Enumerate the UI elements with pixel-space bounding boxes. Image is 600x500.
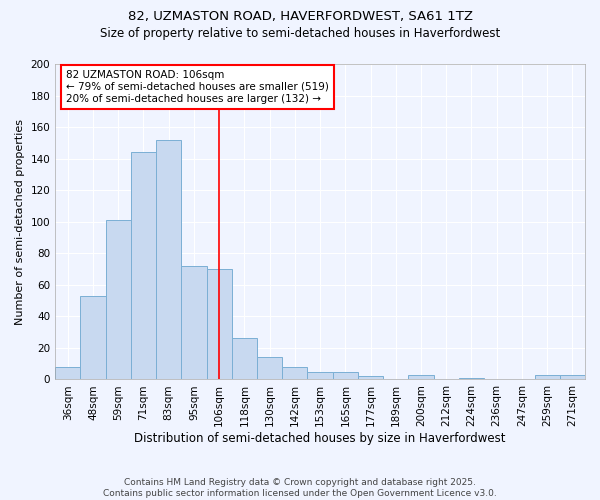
Bar — [257, 358, 282, 380]
Text: Size of property relative to semi-detached houses in Haverfordwest: Size of property relative to semi-detach… — [100, 28, 500, 40]
Y-axis label: Number of semi-detached properties: Number of semi-detached properties — [15, 118, 25, 324]
Bar — [206, 269, 232, 380]
Bar — [282, 367, 307, 380]
Bar — [535, 374, 560, 380]
Bar — [459, 378, 484, 380]
Bar — [80, 296, 106, 380]
Bar — [156, 140, 181, 380]
Bar — [409, 374, 434, 380]
Bar — [55, 367, 80, 380]
Bar — [181, 266, 206, 380]
Bar — [232, 338, 257, 380]
Bar — [106, 220, 131, 380]
Text: Contains HM Land Registry data © Crown copyright and database right 2025.
Contai: Contains HM Land Registry data © Crown c… — [103, 478, 497, 498]
Bar — [332, 372, 358, 380]
Bar — [131, 152, 156, 380]
Bar — [307, 372, 332, 380]
X-axis label: Distribution of semi-detached houses by size in Haverfordwest: Distribution of semi-detached houses by … — [134, 432, 506, 445]
Text: 82, UZMASTON ROAD, HAVERFORDWEST, SA61 1TZ: 82, UZMASTON ROAD, HAVERFORDWEST, SA61 1… — [128, 10, 473, 23]
Bar — [358, 376, 383, 380]
Bar — [560, 374, 585, 380]
Text: 82 UZMASTON ROAD: 106sqm
← 79% of semi-detached houses are smaller (519)
20% of : 82 UZMASTON ROAD: 106sqm ← 79% of semi-d… — [66, 70, 329, 104]
